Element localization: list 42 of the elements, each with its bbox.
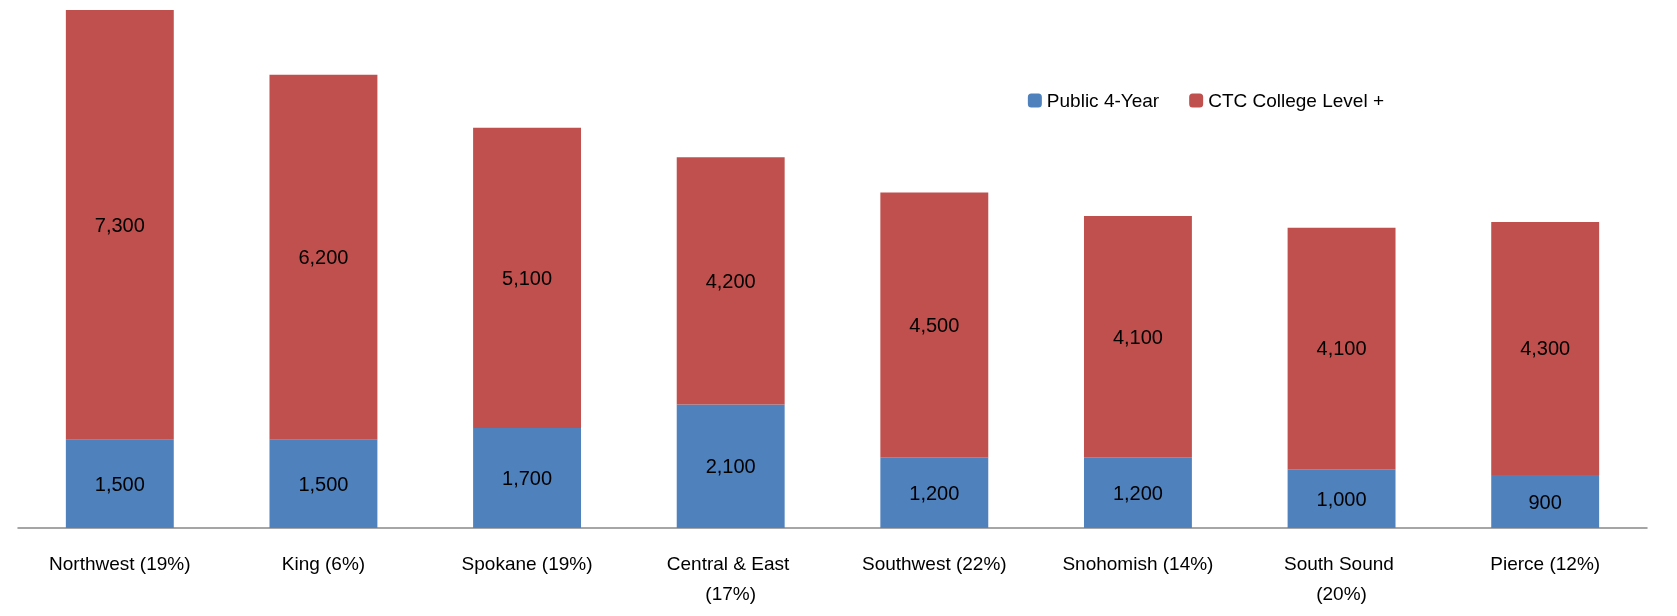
bar xyxy=(65,10,174,440)
bar xyxy=(269,439,378,528)
data-label: 4,100 xyxy=(1112,325,1163,348)
bar xyxy=(1491,221,1600,476)
data-label: 4,500 xyxy=(909,313,960,336)
x-tick-label: Southwest (22%) xyxy=(861,552,1007,574)
bar xyxy=(1287,227,1396,470)
data-label: 4,100 xyxy=(1316,337,1367,360)
bar xyxy=(473,127,582,428)
bar xyxy=(676,157,785,405)
bar xyxy=(1083,216,1192,458)
bar xyxy=(1083,457,1192,528)
bar xyxy=(65,439,174,528)
x-tick-label: Pierce (12%) xyxy=(1490,552,1601,574)
legend-label: Public 4-Year xyxy=(1046,90,1160,111)
bar xyxy=(676,404,785,528)
x-tick-label: Northwest (19%) xyxy=(49,552,191,574)
data-label: 2,100 xyxy=(705,455,756,478)
bar xyxy=(269,74,378,440)
bar xyxy=(1491,475,1600,528)
x-tick-label: Central & East (17%) xyxy=(666,552,795,604)
bar xyxy=(1287,469,1396,528)
data-label: 900 xyxy=(1528,490,1562,513)
data-label: 1,200 xyxy=(1112,481,1163,504)
data-label: 1,500 xyxy=(94,472,145,495)
bar xyxy=(880,192,989,458)
bar xyxy=(880,457,989,528)
data-label: 1,700 xyxy=(502,466,553,489)
bar xyxy=(473,427,582,528)
data-label: 4,300 xyxy=(1520,337,1571,360)
legend-label: CTC College Level + xyxy=(1208,90,1385,111)
data-label: 5,100 xyxy=(502,266,553,289)
data-label: 1,000 xyxy=(1316,487,1367,510)
x-tick-label: Spokane (19%) xyxy=(461,552,593,574)
data-label: 7,300 xyxy=(94,213,145,236)
data-label: 6,200 xyxy=(298,246,349,269)
x-tick-label: Snohomish (14%) xyxy=(1062,552,1214,574)
x-tick-label: South Sound (20%) xyxy=(1283,552,1400,604)
x-tick-label: King (6%) xyxy=(281,552,366,574)
data-label: 1,500 xyxy=(298,472,349,495)
data-label: 1,200 xyxy=(909,481,960,504)
data-label: 4,200 xyxy=(705,269,756,292)
